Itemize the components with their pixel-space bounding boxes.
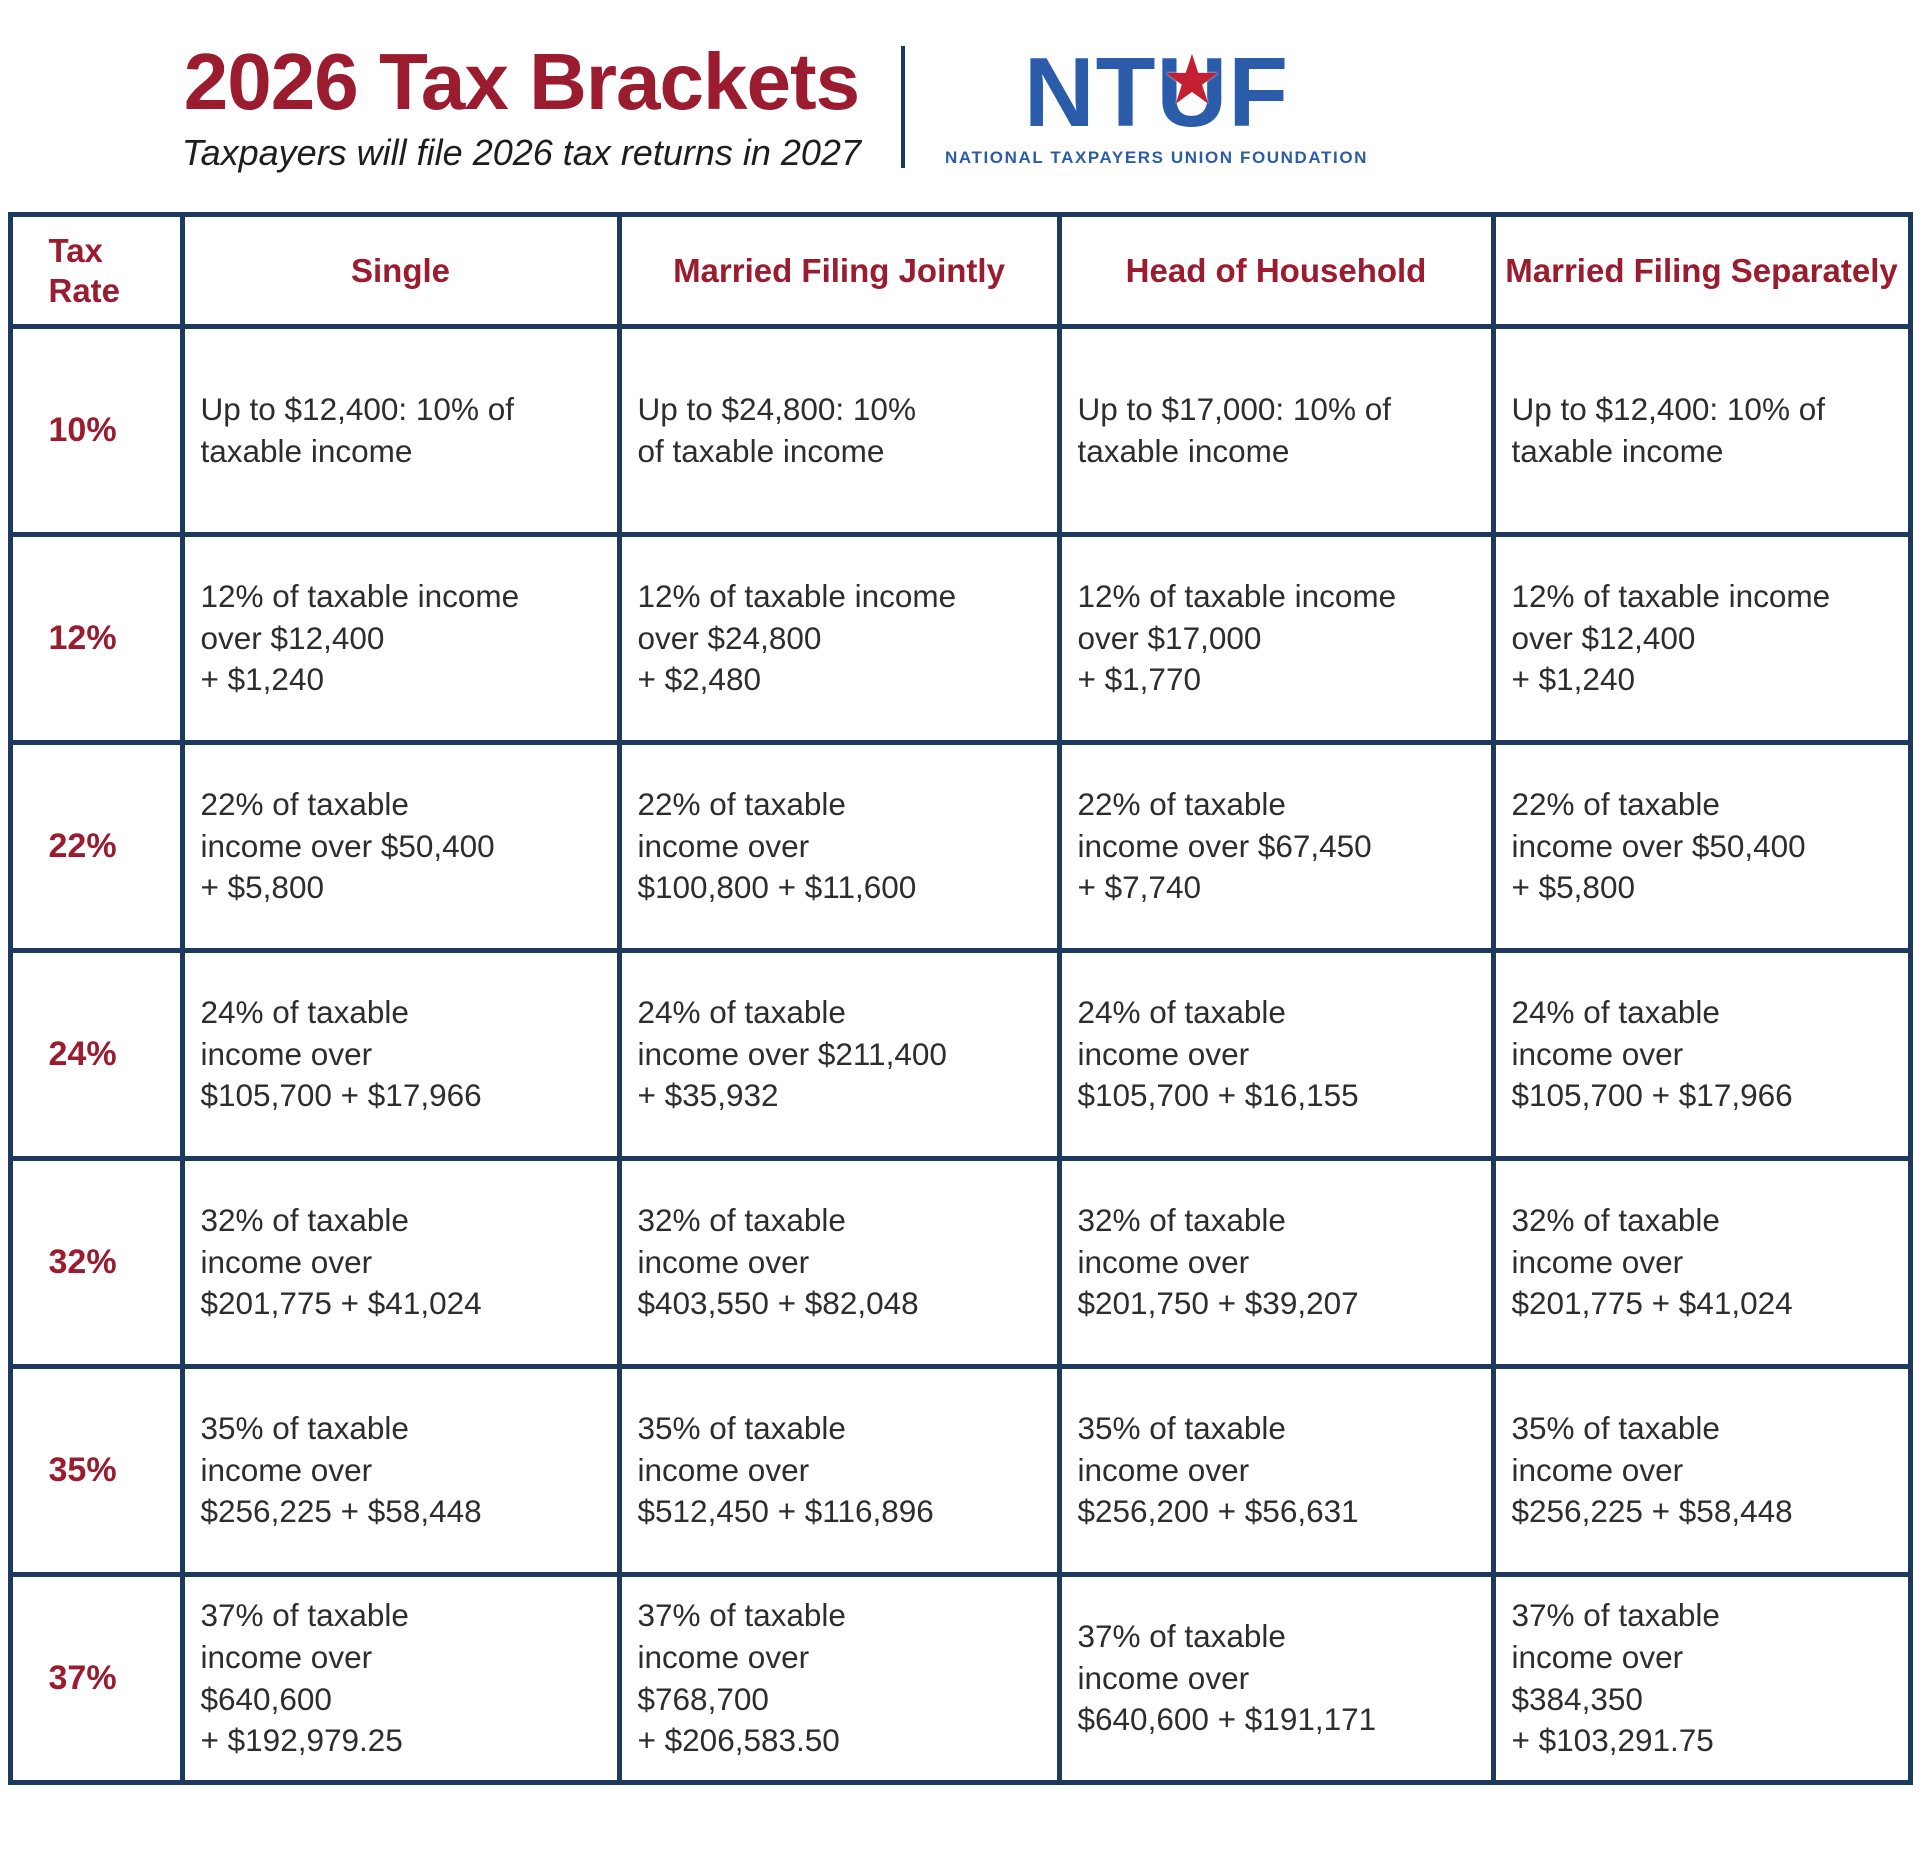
- tax-rate-cell: 32%: [7, 1156, 185, 1369]
- bracket-cell-single: Up to $12,400: 10% of taxable income: [179, 324, 622, 537]
- bracket-cell-head-of-household: Up to $17,000: 10% of taxable income: [1056, 324, 1496, 537]
- bracket-cell-single: 22% of taxable income over $50,400 + $5,…: [179, 740, 622, 953]
- bracket-row-22: 22% 22% of taxable income over $50,400 +…: [7, 740, 1913, 953]
- page-title: 2026 Tax Brackets: [183, 37, 860, 126]
- header-divider: [900, 46, 905, 168]
- header-row: Tax Rate Single Married Filing Jointly H…: [7, 212, 1913, 329]
- tax-rate-cell: 24%: [7, 948, 185, 1161]
- tax-rate-cell: 10%: [7, 324, 185, 537]
- bracket-cell-married-jointly: 35% of taxable income over $512,450 + $1…: [616, 1364, 1062, 1577]
- star-icon: ★: [1164, 46, 1221, 115]
- ntuf-logo-tagline: NATIONAL TAXPAYERS UNION FOUNDATION: [944, 147, 1369, 167]
- tax-brackets-table: Tax Rate Single Married Filing Jointly H…: [7, 212, 1913, 1785]
- bracket-cell-married-jointly: 12% of taxable income over $24,800 + $2,…: [616, 532, 1062, 745]
- tax-rate-cell: 22%: [7, 740, 185, 953]
- header: 2026 Tax Brackets Taxpayers will file 20…: [0, 0, 1735, 200]
- bracket-cell-married-jointly: 24% of taxable income over $211,400 + $3…: [616, 948, 1062, 1161]
- ntuf-logo-letters: NT U ★ F: [1023, 37, 1290, 148]
- bracket-cell-married-separately: 22% of taxable income over $50,400 + $5,…: [1490, 740, 1913, 953]
- table-body: 10% Up to $12,400: 10% of taxable income…: [7, 324, 1913, 1785]
- tax-rate-cell: 37%: [7, 1572, 185, 1785]
- bracket-cell-married-jointly: 32% of taxable income over $403,550 + $8…: [616, 1156, 1062, 1369]
- tax-rate-cell: 35%: [7, 1364, 185, 1577]
- bracket-cell-head-of-household: 35% of taxable income over $256,200 + $5…: [1056, 1364, 1496, 1577]
- bracket-cell-single: 12% of taxable income over $12,400 + $1,…: [179, 532, 622, 745]
- bracket-cell-single: 35% of taxable income over $256,225 + $5…: [179, 1364, 622, 1577]
- bracket-cell-single: 32% of taxable income over $201,775 + $4…: [179, 1156, 622, 1369]
- tax-rate-cell: 12%: [7, 532, 185, 745]
- bracket-row-32: 32% 32% of taxable income over $201,775 …: [7, 1156, 1913, 1369]
- logo-letters-left: NT: [1023, 37, 1157, 148]
- bracket-cell-married-jointly: Up to $24,800: 10% of taxable income: [616, 324, 1062, 537]
- column-header-single: Single: [179, 212, 622, 329]
- bracket-cell-head-of-household: 24% of taxable income over $105,700 + $1…: [1056, 948, 1496, 1161]
- bracket-cell-married-separately: 32% of taxable income over $201,775 + $4…: [1490, 1156, 1913, 1369]
- bracket-row-10: 10% Up to $12,400: 10% of taxable income…: [7, 324, 1913, 537]
- column-header-married-jointly: Married Filing Jointly: [616, 212, 1062, 329]
- logo-letter-u: U ★: [1156, 37, 1229, 148]
- bracket-cell-married-separately: Up to $12,400: 10% of taxable income: [1490, 324, 1913, 537]
- column-header-married-separately: Married Filing Separately: [1490, 212, 1913, 329]
- bracket-cell-married-separately: 24% of taxable income over $105,700 + $1…: [1490, 948, 1913, 1161]
- bracket-cell-head-of-household: 22% of taxable income over $67,450 + $7,…: [1056, 740, 1496, 953]
- bracket-cell-married-separately: 12% of taxable income over $12,400 + $1,…: [1490, 532, 1913, 745]
- bracket-cell-single: 37% of taxable income over $640,600 + $1…: [179, 1572, 622, 1785]
- bracket-cell-head-of-household: 12% of taxable income over $17,000 + $1,…: [1056, 532, 1496, 745]
- bracket-row-35: 35% 35% of taxable income over $256,225 …: [7, 1364, 1913, 1577]
- table-header: Tax Rate Single Married Filing Jointly H…: [7, 212, 1913, 329]
- bracket-row-24: 24% 24% of taxable income over $105,700 …: [7, 948, 1913, 1161]
- bracket-cell-married-separately: 37% of taxable income over $384,350 + $1…: [1490, 1572, 1913, 1785]
- bracket-row-12: 12% 12% of taxable income over $12,400 +…: [7, 532, 1913, 745]
- bracket-row-37: 37% 37% of taxable income over $640,600 …: [7, 1572, 1913, 1785]
- column-header-head-of-household: Head of Household: [1056, 212, 1496, 329]
- bracket-cell-single: 24% of taxable income over $105,700 + $1…: [179, 948, 622, 1161]
- page-subtitle: Taxpayers will file 2026 tax returns in …: [181, 132, 861, 173]
- bracket-cell-married-separately: 35% of taxable income over $256,225 + $5…: [1490, 1364, 1913, 1577]
- bracket-cell-head-of-household: 37% of taxable income over $640,600 + $1…: [1056, 1572, 1496, 1785]
- bracket-cell-head-of-household: 32% of taxable income over $201,750 + $3…: [1056, 1156, 1496, 1369]
- bracket-cell-married-jointly: 22% of taxable income over $100,800 + $1…: [616, 740, 1062, 953]
- bracket-cell-married-jointly: 37% of taxable income over $768,700 + $2…: [616, 1572, 1062, 1785]
- logo-letters-right: F: [1228, 37, 1290, 148]
- column-header-tax-rate: Tax Rate: [7, 212, 185, 329]
- ntuf-logo: NT U ★ F NATIONAL TAXPAYERS UNION FOUNDA…: [944, 37, 1369, 167]
- title-block: 2026 Tax Brackets Taxpayers will file 20…: [182, 40, 861, 174]
